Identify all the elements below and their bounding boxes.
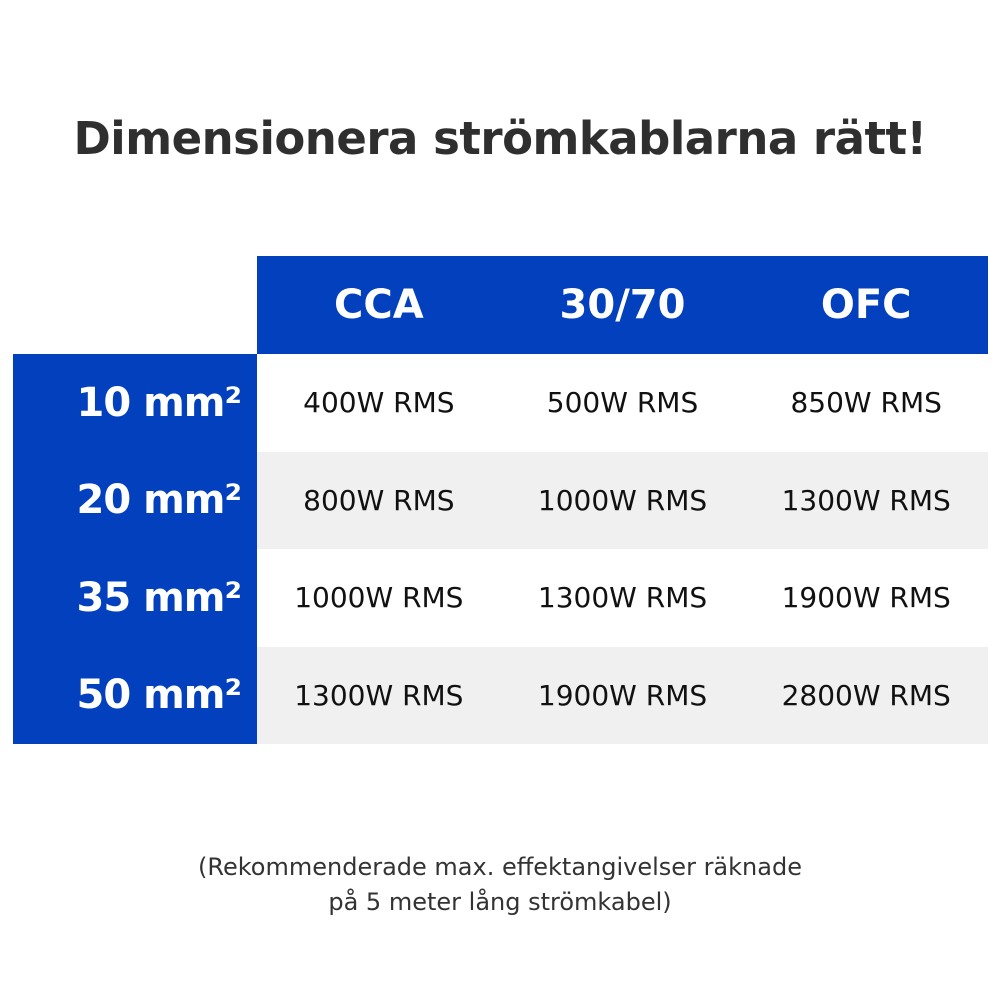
table-cell: 1300W RMS (294, 678, 464, 712)
table-cell: 500W RMS (546, 386, 699, 420)
table-row: 400W RMS 500W RMS 850W RMS (257, 354, 988, 452)
table-header: CCA 30/70 OFC (257, 256, 988, 354)
table-cell: 1900W RMS (781, 581, 951, 615)
row-header: 10 mm² (76, 379, 242, 426)
column-header-3070: 30/70 (559, 282, 686, 328)
row-header: 35 mm² (76, 574, 242, 621)
table-body: 400W RMS 500W RMS 850W RMS 800W RMS 1000… (257, 354, 988, 744)
table-cell: 800W RMS (303, 483, 455, 517)
table-cell: 1000W RMS (294, 581, 464, 615)
page-title: Dimensionera strömkablarna rätt! (73, 112, 927, 165)
footnote-line-1: (Rekommenderade max. effektangivelser rä… (198, 853, 802, 881)
row-headers: 10 mm² 20 mm² 35 mm² 50 mm² (13, 354, 257, 744)
table-cell: 1300W RMS (537, 581, 708, 615)
table-cell: 850W RMS (790, 386, 942, 420)
table-cell: 1900W RMS (537, 678, 708, 712)
table-cell: 1000W RMS (537, 483, 708, 517)
table-cell: 2800W RMS (781, 678, 951, 712)
table-cell: 400W RMS (303, 386, 455, 420)
table-row: 800W RMS 1000W RMS 1300W RMS (257, 451, 988, 549)
footnote: (Rekommenderade max. effektangivelser rä… (0, 850, 1000, 920)
column-header-ofc: OFC (820, 282, 912, 328)
table-row: 1000W RMS 1300W RMS 1900W RMS (257, 549, 988, 647)
table-row: 1300W RMS 1900W RMS 2800W RMS (257, 646, 988, 744)
row-header: 20 mm² (76, 477, 242, 524)
row-header: 50 mm² (76, 672, 242, 719)
footnote-line-2: på 5 meter lång strömkabel) (328, 888, 672, 916)
column-header-cca: CCA (334, 282, 424, 328)
table-cell: 1300W RMS (781, 483, 951, 517)
